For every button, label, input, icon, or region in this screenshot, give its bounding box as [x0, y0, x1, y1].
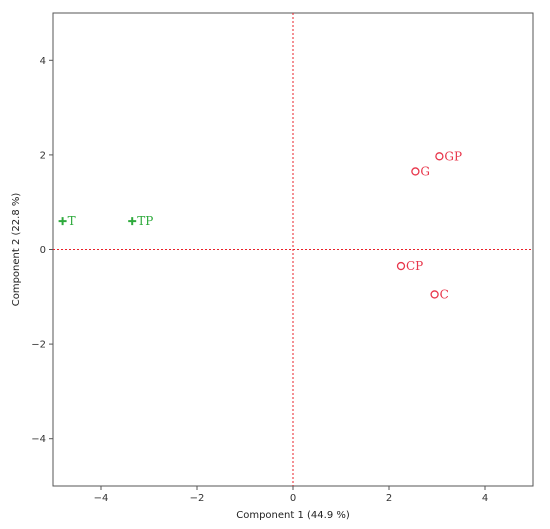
point-marker-circle: [430, 290, 439, 299]
point-marker-circle: [411, 167, 420, 176]
point-label: TP: [137, 214, 153, 228]
point-marker-plus: [128, 217, 137, 226]
x-tick-label: 4: [482, 493, 488, 504]
y-axis-title: Component 2 (22.8 %): [11, 193, 22, 307]
point-label: CP: [406, 259, 423, 273]
x-axis-title: Component 1 (44.9 %): [236, 510, 350, 521]
point-label: T: [68, 214, 76, 228]
x-tick-label: 2: [386, 493, 392, 504]
y-tick-label: 4: [40, 56, 46, 67]
y-tick-label: −4: [31, 434, 46, 445]
point-marker-circle: [396, 261, 406, 271]
point-label: G: [420, 164, 430, 178]
point-marker-plus: [58, 217, 67, 226]
point-marker-circle: [435, 152, 444, 161]
y-tick-label: −2: [31, 340, 46, 351]
point-label: C: [440, 287, 449, 301]
x-tick-label: 0: [290, 493, 296, 504]
y-tick-label: 0: [40, 245, 46, 256]
x-tick-label: −4: [94, 493, 109, 504]
x-tick-label: −2: [190, 493, 205, 504]
point-label: GP: [444, 149, 462, 163]
y-tick-label: 2: [40, 150, 46, 161]
